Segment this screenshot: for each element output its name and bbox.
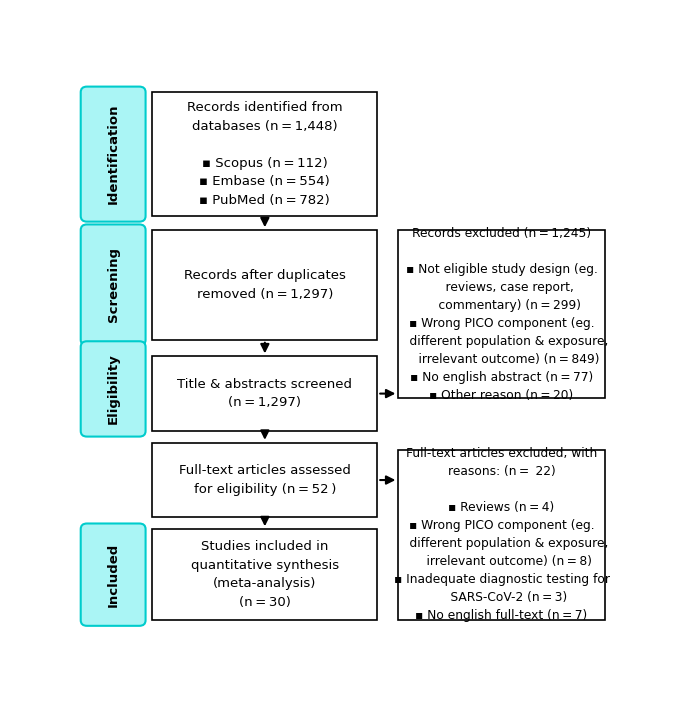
Text: Eligibility: Eligibility	[107, 354, 119, 425]
Text: Records excluded (n = 1,245)

▪ Not eligible study design (eg.
    reviews, case: Records excluded (n = 1,245) ▪ Not eligi…	[394, 226, 609, 402]
Text: Included: Included	[107, 542, 119, 607]
Text: Title & abstracts screened
(n = 1,297): Title & abstracts screened (n = 1,297)	[178, 378, 352, 410]
FancyBboxPatch shape	[398, 449, 605, 621]
FancyBboxPatch shape	[81, 342, 146, 437]
FancyBboxPatch shape	[153, 92, 377, 216]
Text: Records identified from
databases (n = 1,448)

▪ Scopus (n = 112)
▪ Embase (n = : Records identified from databases (n = 1…	[187, 102, 343, 207]
FancyBboxPatch shape	[153, 230, 377, 340]
FancyBboxPatch shape	[153, 442, 377, 518]
Text: Full-text articles excluded, with
reasons: (n =  22)

▪ Reviews (n = 4)
▪ Wrong : Full-text articles excluded, with reason…	[394, 447, 610, 623]
Text: Full-text articles assessed
for eligibility (n = 52 ): Full-text articles assessed for eligibil…	[179, 464, 351, 496]
FancyBboxPatch shape	[153, 529, 377, 621]
FancyBboxPatch shape	[153, 356, 377, 431]
FancyBboxPatch shape	[81, 224, 146, 346]
FancyBboxPatch shape	[398, 230, 605, 398]
Text: Screening: Screening	[107, 248, 119, 322]
FancyBboxPatch shape	[81, 87, 146, 222]
Text: Identification: Identification	[107, 104, 119, 204]
FancyBboxPatch shape	[81, 523, 146, 626]
Text: Studies included in
quantitative synthesis
(meta-analysis)
(n = 30): Studies included in quantitative synthes…	[191, 540, 339, 609]
Text: Records after duplicates
removed (n = 1,297): Records after duplicates removed (n = 1,…	[184, 269, 346, 301]
